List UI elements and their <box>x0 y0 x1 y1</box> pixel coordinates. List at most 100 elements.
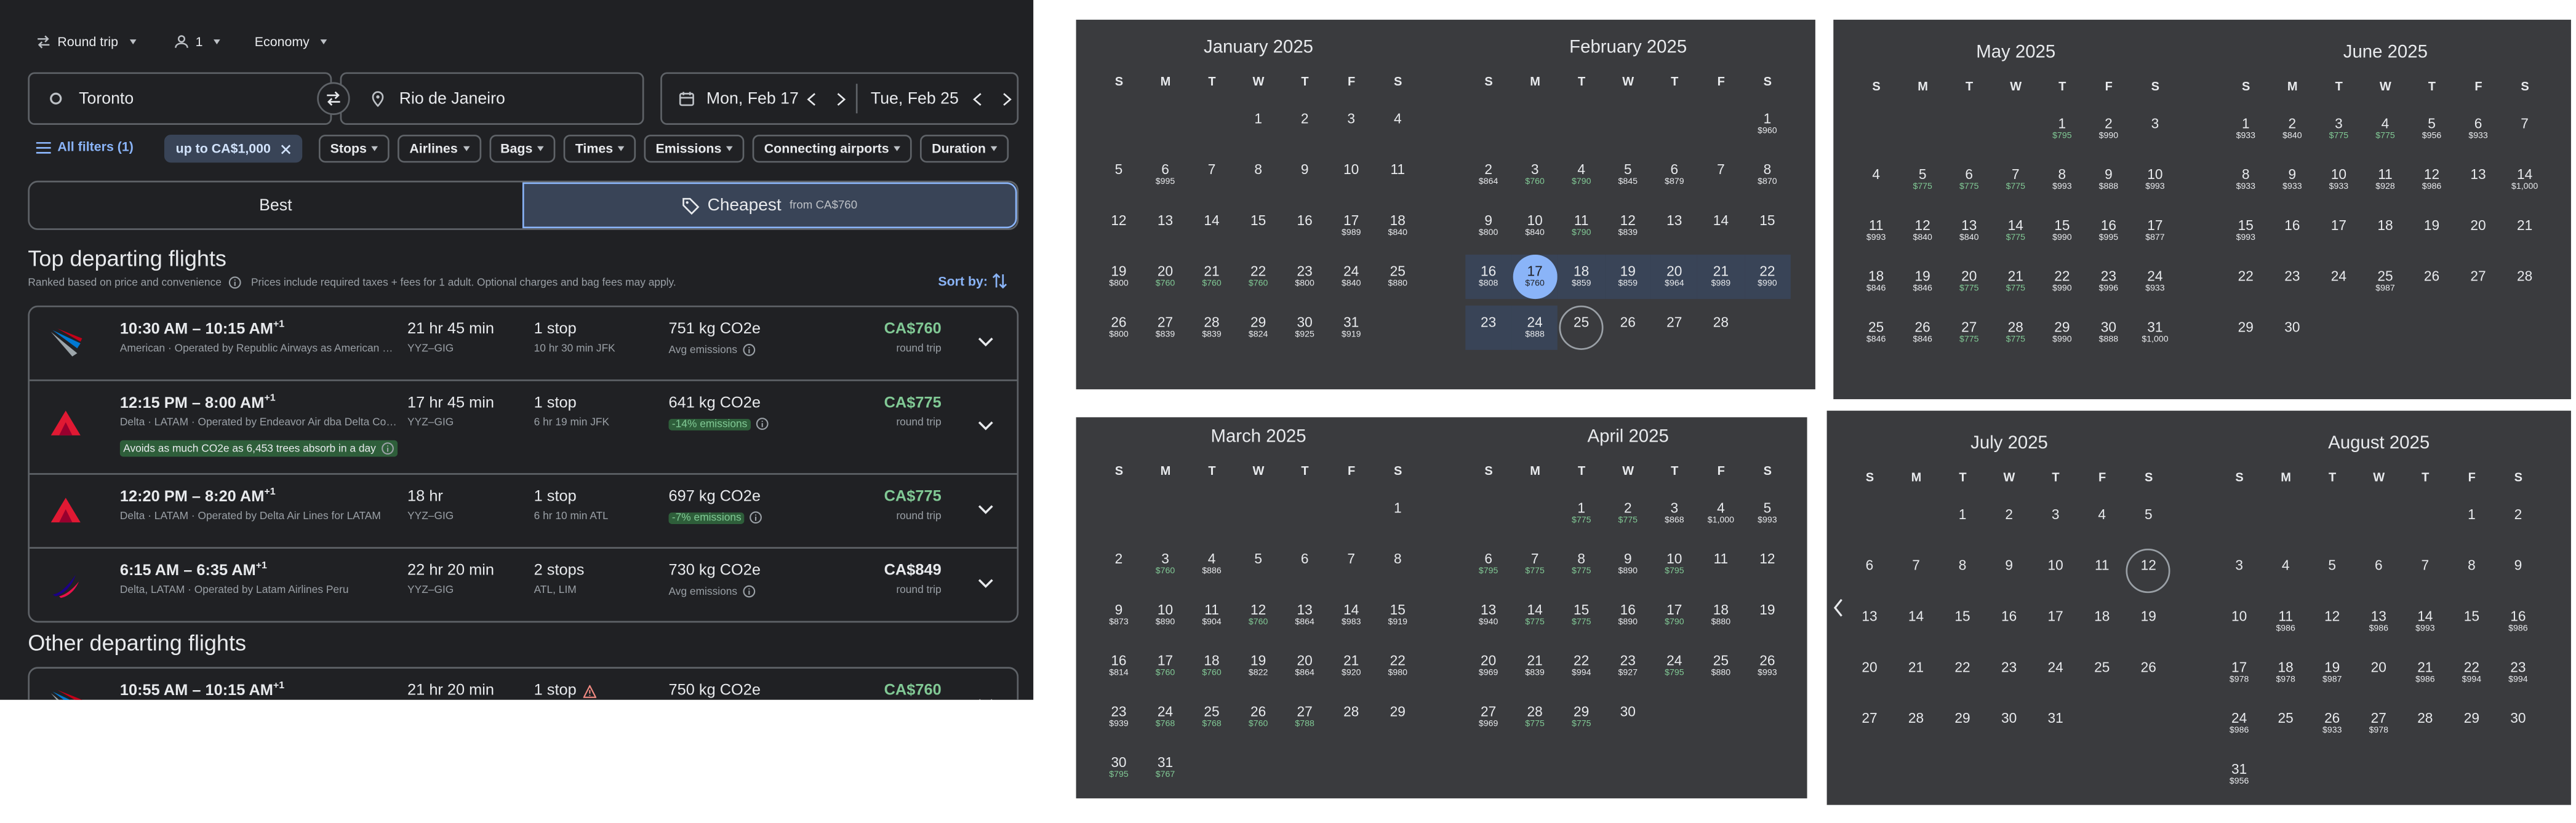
calendar-day[interactable]: 18 <box>2362 209 2409 253</box>
calendar-day[interactable]: 5 $845 <box>1605 153 1652 197</box>
calendar-day[interactable]: 9 <box>2495 549 2542 593</box>
calendar-day[interactable]: 19 $822 <box>1235 644 1282 688</box>
info-icon[interactable] <box>756 417 769 430</box>
calendar-day[interactable]: 28 <box>1893 701 1940 745</box>
calendar-day[interactable]: 30 $888 <box>2086 311 2132 355</box>
calendar-day[interactable]: 10 <box>2032 549 2079 593</box>
calendar-day[interactable]: 1 $795 <box>2039 107 2086 151</box>
filter-chip[interactable]: Times <box>564 134 636 163</box>
calendar-day[interactable]: 31 $1,000 <box>2132 311 2178 355</box>
calendar-day[interactable]: 20 $969 <box>1465 644 1512 688</box>
calendar-day[interactable]: 6 $933 <box>2455 107 2502 151</box>
calendar-day[interactable]: 11 <box>2079 549 2126 593</box>
calendar-day[interactable]: 25 <box>2079 651 2126 695</box>
calendar-day[interactable]: 7 $775 <box>1993 157 2039 202</box>
calendar-day[interactable]: 17 $760 <box>1142 644 1189 688</box>
prev-month[interactable] <box>1830 596 1847 619</box>
calendar-day[interactable]: 22 <box>2223 260 2270 304</box>
calendar-day[interactable]: 8 <box>1939 549 1986 593</box>
calendar-day[interactable]: 16 <box>1986 600 2033 644</box>
calendar-day[interactable]: 26 <box>2409 260 2455 304</box>
calendar-day[interactable]: 10 <box>1328 153 1375 197</box>
calendar-day[interactable]: 4 $886 <box>1188 542 1235 586</box>
calendar-day[interactable]: 26 $933 <box>2309 701 2356 745</box>
calendar-day[interactable]: 6 $775 <box>1946 157 1993 202</box>
flight-row[interactable]: 6:15 AM – 6:35 AM+1 Delta, LATAM · Operat… <box>30 547 1017 621</box>
calendar-day[interactable]: 8 $775 <box>1558 542 1605 586</box>
calendar-day[interactable]: 18 $859 <box>1558 254 1605 300</box>
price-filter-chip[interactable]: up to CA$1,000 <box>164 134 302 163</box>
calendar-day[interactable]: 2 <box>1281 102 1328 146</box>
calendar-day[interactable]: 23 <box>2269 260 2316 304</box>
calendar-day[interactable]: 4 $790 <box>1558 153 1605 197</box>
calendar-day[interactable]: 3 <box>2132 107 2178 151</box>
calendar-day[interactable]: 9 <box>1986 549 2033 593</box>
calendar-day[interactable]: 13 <box>2455 157 2502 202</box>
calendar-day[interactable]: 15 <box>1744 204 1791 248</box>
calendar-day[interactable]: 9 $800 <box>1465 204 1512 248</box>
calendar-day[interactable]: 1 $775 <box>1558 491 1605 536</box>
calendar-day[interactable]: 4 <box>1853 157 1900 202</box>
calendar-day[interactable]: 14 $775 <box>1511 593 1558 637</box>
calendar-day[interactable]: 17 $760 <box>1511 254 1558 300</box>
trip-type-select[interactable]: Round trip <box>36 34 137 49</box>
info-icon[interactable] <box>742 585 755 598</box>
calendar-day[interactable]: 18 $840 <box>1374 204 1421 248</box>
calendar-day[interactable]: 9 $933 <box>2269 157 2316 202</box>
calendar-day[interactable]: 22 $980 <box>1374 644 1421 688</box>
calendar-day[interactable]: 23 <box>1986 651 2033 695</box>
calendar-day[interactable]: 7 <box>1893 549 1940 593</box>
calendar-day[interactable]: 4 <box>1374 102 1421 146</box>
calendar-day[interactable]: 19 <box>1744 593 1791 637</box>
calendar-day[interactable]: 28 $839 <box>1188 306 1235 350</box>
calendar-day[interactable]: 11 $986 <box>2262 600 2309 644</box>
calendar-day[interactable]: 30 <box>2495 701 2542 745</box>
calendar-day[interactable]: 26 <box>2126 651 2172 695</box>
calendar-day[interactable]: 19 $846 <box>1899 260 1946 304</box>
calendar-day[interactable]: 13 $986 <box>2356 600 2402 644</box>
calendar-day[interactable]: 12 $986 <box>2409 157 2455 202</box>
calendar-day[interactable]: 16 $814 <box>1095 644 1142 688</box>
calendar-day[interactable]: 3 $760 <box>1511 153 1558 197</box>
calendar-day[interactable]: 19 <box>2126 600 2172 644</box>
calendar-day[interactable]: 10 $933 <box>2316 157 2362 202</box>
calendar-day[interactable]: 3 <box>2216 549 2263 593</box>
calendar-day[interactable]: 22 $760 <box>1235 255 1282 299</box>
calendar-day[interactable]: 30 <box>1986 701 2033 745</box>
calendar-day[interactable]: 17 $978 <box>2216 651 2263 695</box>
date-input[interactable]: Mon, Feb 17 Tue, Feb 25 <box>660 72 1019 125</box>
calendar-day[interactable]: 23 $994 <box>2495 651 2542 695</box>
calendar-day[interactable]: 13 $840 <box>1946 209 1993 253</box>
calendar-day[interactable]: 23 $996 <box>2086 260 2132 304</box>
calendar-day[interactable]: 26 $846 <box>1899 311 1946 355</box>
filter-chip[interactable]: Emissions <box>644 134 745 163</box>
calendar-day[interactable]: 20 $775 <box>1946 260 1993 304</box>
calendar-day[interactable]: 25 <box>2262 701 2309 745</box>
calendar-day[interactable]: 31 $767 <box>1142 745 1189 790</box>
calendar-day[interactable]: 27 $775 <box>1946 311 1993 355</box>
calendar-day[interactable]: 16 <box>1281 204 1328 248</box>
calendar-day[interactable]: 10 $840 <box>1511 204 1558 248</box>
flight-row[interactable]: 10:30 AM – 10:15 AM+1 American · Operated… <box>30 307 1017 380</box>
calendar-day[interactable]: 10 <box>2216 600 2263 644</box>
filter-chip[interactable]: Bags <box>489 134 556 163</box>
calendar-day[interactable]: 11 $993 <box>1853 209 1900 253</box>
calendar-day[interactable]: 30 <box>1605 695 1652 739</box>
calendar-day[interactable]: 6 <box>1846 549 1893 593</box>
calendar-day[interactable]: 9 <box>1281 153 1328 197</box>
calendar-day[interactable]: 12 <box>2126 549 2172 594</box>
calendar-day[interactable]: 8 $870 <box>1744 153 1791 197</box>
calendar-day[interactable]: 3 <box>2032 498 2079 542</box>
calendar-day[interactable]: 7 <box>1188 153 1235 197</box>
calendar-day[interactable]: 10 $890 <box>1142 593 1189 637</box>
calendar-day[interactable]: 25 <box>1558 305 1605 350</box>
calendar-day[interactable]: 14 <box>1893 600 1940 644</box>
calendar-day[interactable]: 16 $890 <box>1605 593 1652 637</box>
calendar-day[interactable]: 24 $768 <box>1142 695 1189 739</box>
calendar-day[interactable]: 4 $775 <box>2362 107 2409 151</box>
calendar-day[interactable]: 18 $978 <box>2262 651 2309 695</box>
calendar-day[interactable]: 29 <box>1374 695 1421 739</box>
calendar-day[interactable]: 5 $993 <box>1744 491 1791 536</box>
calendar-day[interactable]: 11 <box>1698 542 1745 586</box>
calendar-day[interactable]: 8 <box>1235 153 1282 197</box>
